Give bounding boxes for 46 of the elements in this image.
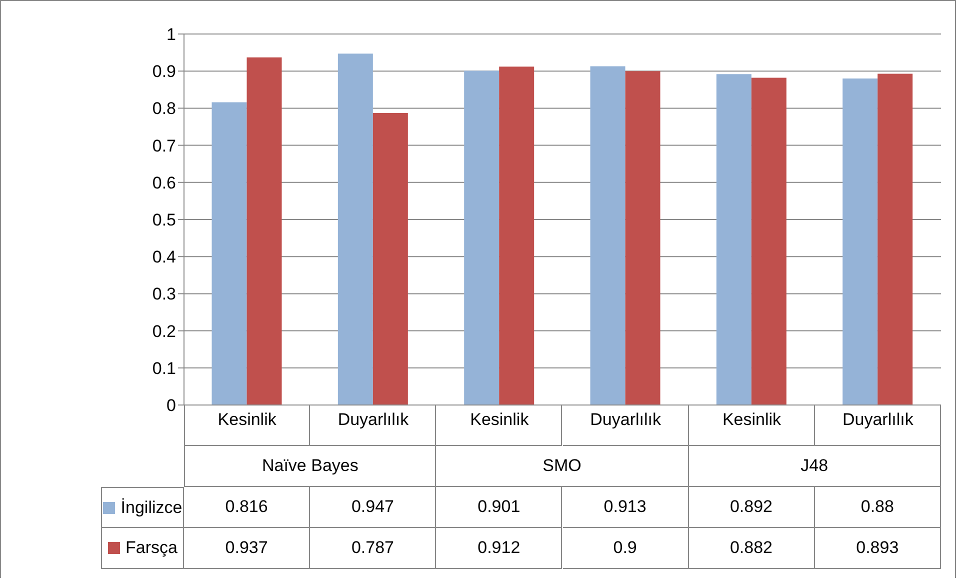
x-tick-label: Kesinlik [470, 410, 530, 430]
legend-label: İngilizce [120, 498, 182, 518]
x-tick-label: Duyarlılık [842, 410, 914, 430]
bar [499, 66, 534, 405]
data-label: 0.947 [310, 487, 436, 528]
bar [590, 66, 626, 405]
bar [751, 78, 786, 405]
y-tick-label: 0.8 [152, 99, 176, 118]
data-label: 0.893 [814, 528, 941, 569]
text: J48 [688, 446, 941, 487]
data-label: 0.9 [562, 528, 689, 569]
bar [716, 74, 752, 405]
x-tick-label: Duyarlılık [338, 410, 410, 430]
x-tick-label: Kesinlik [722, 410, 782, 430]
bar [464, 70, 500, 405]
data-label: 0.882 [688, 528, 815, 569]
bar [212, 102, 247, 405]
y-tick-label: 0.4 [152, 248, 176, 267]
bar [625, 71, 660, 405]
y-tick-label: 0 [166, 396, 176, 416]
y-tick-label: 0.3 [152, 284, 176, 304]
data-label: 0.913 [562, 487, 689, 528]
data-label: 0.912 [436, 528, 562, 569]
data-label: 0.816 [184, 487, 310, 528]
y-tick-label: 0.7 [152, 136, 176, 156]
text: SMO [436, 446, 689, 487]
data-label: 0.88 [814, 487, 941, 528]
bar [246, 57, 282, 405]
y-tick-label: 0.1 [152, 358, 176, 378]
data-label: 0.787 [310, 528, 436, 569]
y-tick-label: 0.5 [152, 210, 176, 230]
data-label: 0.892 [688, 487, 815, 528]
text: Naïve Bayes [184, 446, 436, 487]
data-label: 0.937 [184, 528, 310, 569]
x-tick-label: Kesinlik [218, 410, 277, 430]
y-tick-label: 0.2 [152, 322, 176, 341]
x-tick-label: Duyarlılık [590, 410, 662, 430]
bar [372, 113, 408, 405]
y-tick-label: 0.9 [152, 62, 176, 82]
legend-label: Farsça [126, 538, 178, 558]
data-label: 0.901 [436, 487, 562, 528]
bar [842, 78, 878, 405]
y-tick-label: 0.6 [152, 173, 176, 192]
bar [338, 54, 373, 405]
bar [878, 74, 913, 405]
y-tick-label: 1 [166, 25, 176, 44]
